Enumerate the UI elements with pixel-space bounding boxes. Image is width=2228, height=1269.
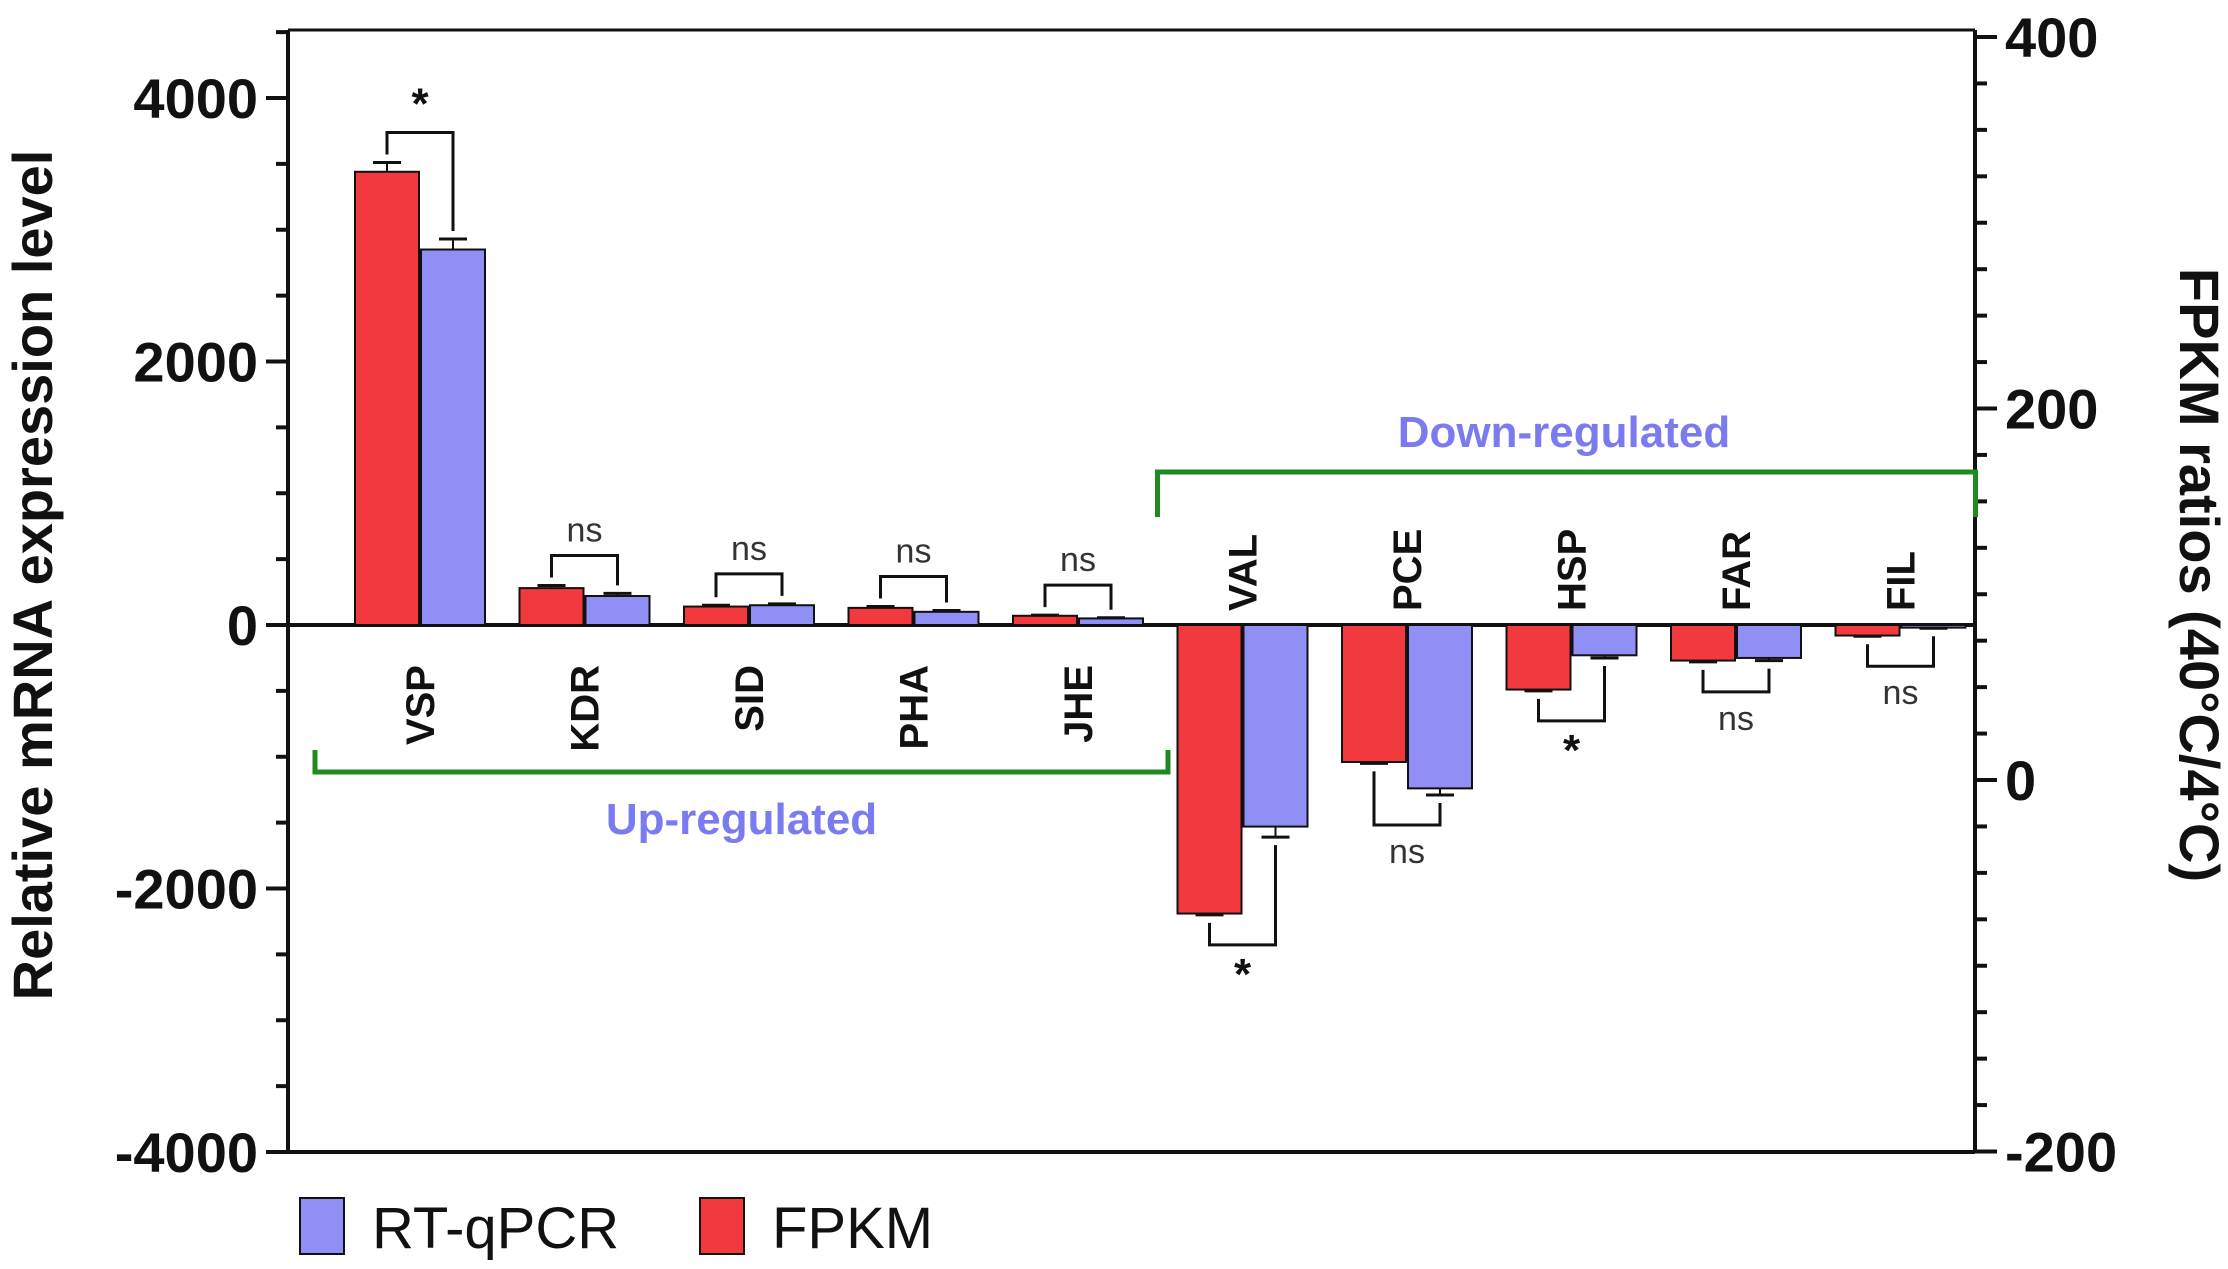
bar-fpkm-kdr	[518, 587, 585, 626]
left-tick-label: 2000	[133, 331, 258, 394]
bars	[354, 161, 1967, 917]
group-label: Up-regulated	[606, 795, 877, 844]
significance-label: ns	[1389, 833, 1425, 871]
category-label-jhe: JHE	[1057, 665, 1101, 743]
bar-fpkm-far	[1670, 624, 1736, 662]
group-brackets: Up-regulated Down-regulated	[312, 408, 1978, 844]
category-label-far: FAR	[1715, 531, 1759, 611]
significance-bracket	[1208, 845, 1277, 947]
bar-rt-qpcr-far	[1736, 624, 1802, 659]
significance-bracket	[1866, 636, 1935, 668]
legend-swatch-rt-qpcr	[299, 1197, 345, 1255]
group-label: Down-regulated	[1398, 408, 1730, 457]
bar-fpkm-vsp	[354, 170, 420, 626]
category-label-val: VAL	[1222, 534, 1266, 611]
bar-rt-qpcr-sid	[749, 604, 815, 626]
significance-label: *	[411, 80, 429, 129]
significance-label: ns	[567, 511, 603, 549]
category-label-pha: PHA	[893, 665, 937, 749]
category-label-fil: FIL	[1880, 551, 1924, 611]
category-label-sid: SID	[728, 665, 772, 732]
bar-rt-qpcr-hsp	[1571, 624, 1638, 657]
group-bracket	[312, 750, 1171, 775]
legend-label-fpkm: FPKM	[772, 1196, 933, 1261]
category-labels: VSP KDR SID PHA JHE VAL PCE HSP FAR FIL	[399, 529, 1924, 752]
significance-bracket	[879, 575, 948, 603]
bar-rt-qpcr-val	[1242, 624, 1309, 828]
right-tick-label: 200	[2005, 378, 2098, 441]
legend-swatch-fpkm	[699, 1197, 745, 1255]
group-bracket	[1155, 469, 1978, 517]
category-label-pce: PCE	[1386, 529, 1430, 611]
bar-rt-qpcr-pha	[913, 610, 980, 627]
significance-bracket	[550, 553, 619, 586]
bar-fpkm-pce	[1341, 624, 1407, 764]
bar-rt-qpcr-pce	[1407, 624, 1473, 790]
left-tick-label: 4000	[133, 67, 258, 130]
significance-bracket	[385, 131, 455, 231]
legend: RT-qPCR FPKM	[299, 1196, 933, 1261]
significance-bracket	[1701, 668, 1771, 694]
bar-fpkm-jhe	[1012, 614, 1078, 627]
bar-rt-qpcr-kdr	[584, 595, 651, 627]
bar-rt-qpcr-jhe	[1078, 617, 1144, 626]
significance-label: *	[1234, 950, 1252, 999]
left-tick-label: -2000	[115, 858, 258, 921]
significance-label: ns	[1883, 674, 1919, 712]
bar-fpkm-pha	[847, 606, 914, 626]
significance-label: ns	[731, 530, 767, 568]
significance-label: ns	[1718, 700, 1754, 738]
significance-bracket	[1372, 771, 1442, 827]
category-label-hsp: HSP	[1551, 529, 1595, 611]
left-axis-title: Relative mRNA expression level	[1, 150, 64, 1001]
category-label-kdr: KDR	[564, 665, 608, 752]
bar-rt-qpcr-vsp	[420, 248, 486, 626]
significance-bracket	[714, 572, 784, 598]
significance-bracket	[1043, 583, 1113, 610]
right-tick-label: -200	[2005, 1121, 2117, 1184]
significance-label: ns	[896, 533, 932, 571]
significance-label: *	[1563, 726, 1581, 775]
significance-label: ns	[1060, 541, 1096, 579]
bar-fpkm-val	[1176, 624, 1243, 915]
significance-marks: * ns ns ns ns * ns * ns ns	[385, 80, 1935, 999]
bar-fpkm-fil	[1834, 624, 1901, 637]
right-axis-title: FPKM ratios (40°C/4°C)	[2168, 268, 2228, 882]
left-tick-label: 0	[227, 594, 258, 657]
legend-label-rt-qpcr: RT-qPCR	[372, 1196, 619, 1261]
bar-fpkm-sid	[683, 605, 749, 626]
category-label-vsp: VSP	[399, 665, 443, 745]
right-tick-label: 400	[2005, 6, 2098, 69]
right-tick-label: 0	[2005, 749, 2036, 812]
significance-bracket	[1537, 665, 1606, 723]
left-tick-label: -4000	[115, 1121, 258, 1184]
bar-fpkm-hsp	[1505, 624, 1572, 691]
